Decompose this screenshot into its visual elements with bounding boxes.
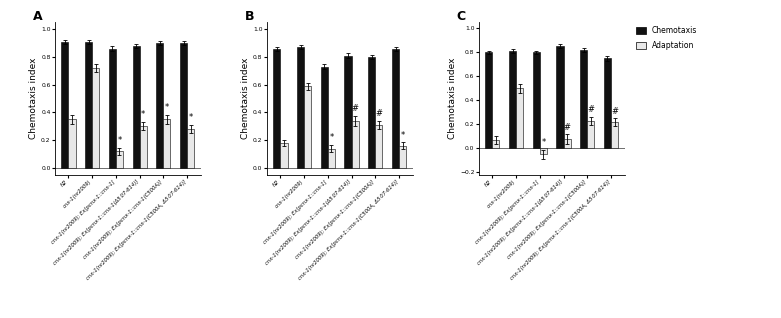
Bar — [392, 49, 399, 168]
Text: C: C — [457, 10, 465, 23]
Text: *: * — [541, 138, 545, 147]
Legend: Chemotaxis, Adaptation: Chemotaxis, Adaptation — [637, 26, 697, 50]
Text: #: # — [376, 109, 383, 118]
Bar — [156, 43, 163, 168]
Bar — [516, 88, 523, 149]
Bar — [321, 67, 328, 168]
Text: #: # — [587, 105, 594, 114]
Bar — [611, 122, 618, 149]
Bar — [187, 129, 194, 168]
Text: #: # — [564, 123, 571, 132]
Y-axis label: Chemotaxis index: Chemotaxis index — [29, 58, 38, 139]
Bar — [180, 43, 187, 168]
Bar — [85, 42, 92, 168]
Text: B: B — [244, 10, 254, 23]
Bar — [376, 125, 383, 168]
Text: *: * — [401, 130, 405, 140]
Y-axis label: Chemotaxis index: Chemotaxis index — [241, 58, 250, 139]
Bar — [485, 52, 492, 149]
Bar — [587, 121, 594, 149]
Text: #: # — [611, 107, 618, 116]
Bar — [69, 119, 76, 168]
Bar — [344, 56, 351, 168]
Text: A: A — [33, 10, 42, 23]
Bar — [564, 139, 571, 149]
Text: *: * — [117, 136, 122, 145]
Bar — [62, 42, 69, 168]
Bar — [351, 121, 358, 168]
Text: *: * — [188, 113, 193, 122]
Bar — [273, 49, 280, 168]
Bar — [399, 146, 406, 168]
Bar — [280, 143, 287, 168]
Text: *: * — [330, 133, 333, 142]
Bar — [109, 49, 116, 168]
Text: #: # — [351, 104, 358, 113]
Bar — [604, 58, 611, 149]
Bar — [492, 140, 500, 149]
Bar — [509, 51, 516, 149]
Bar — [140, 126, 147, 168]
Bar — [116, 151, 123, 168]
Bar — [580, 50, 587, 149]
Bar — [368, 57, 376, 168]
Y-axis label: Chemotaxis index: Chemotaxis index — [448, 58, 457, 139]
Bar — [92, 68, 99, 168]
Bar — [533, 52, 540, 149]
Bar — [556, 46, 564, 149]
Bar — [297, 47, 304, 168]
Bar — [133, 46, 140, 168]
Bar — [304, 86, 312, 168]
Bar — [540, 149, 547, 155]
Bar — [328, 149, 335, 168]
Text: *: * — [141, 110, 145, 119]
Bar — [163, 119, 170, 168]
Text: *: * — [165, 103, 169, 112]
